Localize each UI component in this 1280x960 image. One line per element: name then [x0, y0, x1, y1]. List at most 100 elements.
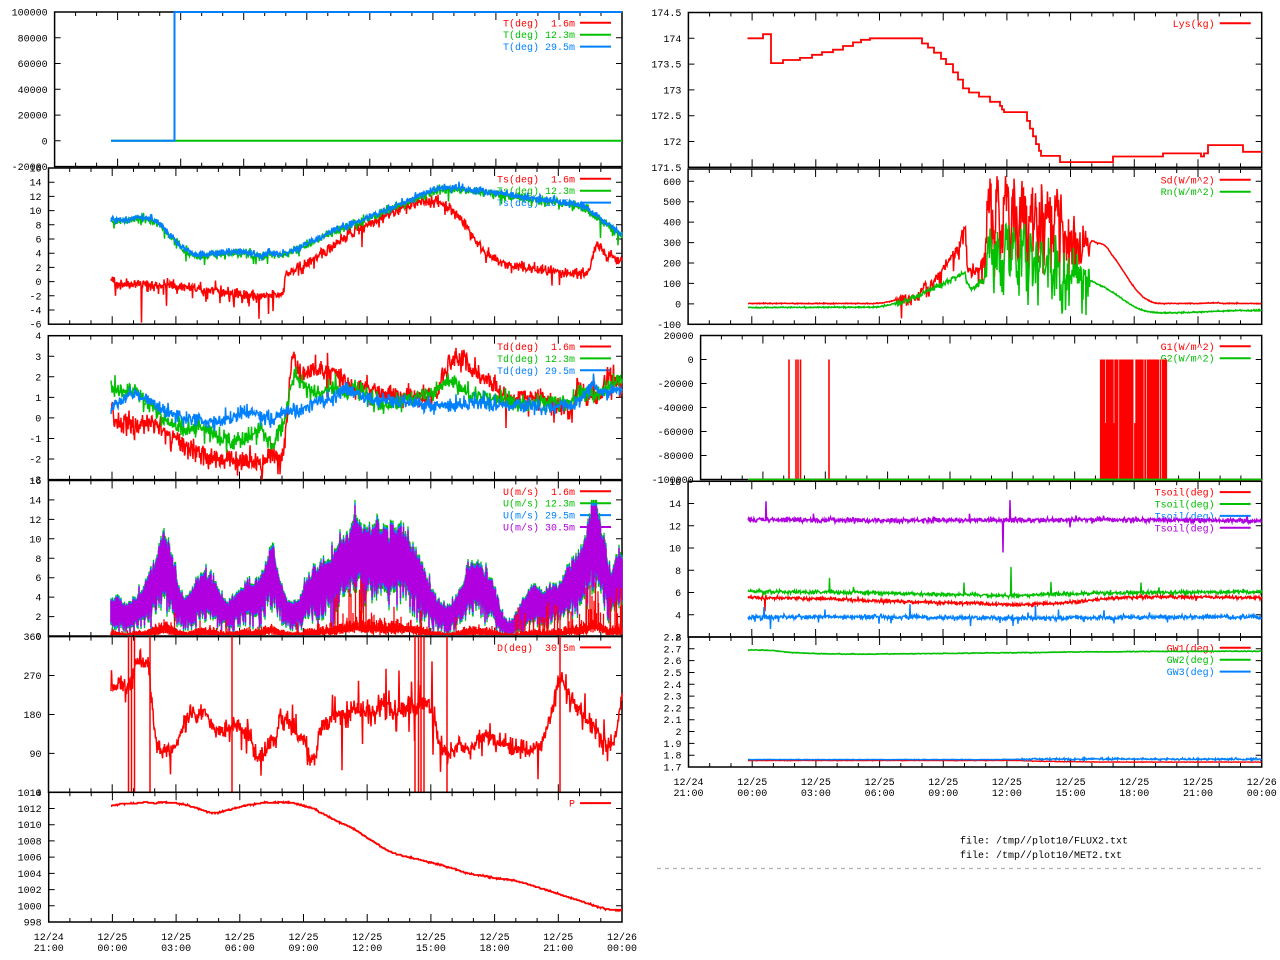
svg-text:GW3(deg): GW3(deg)	[1167, 667, 1215, 679]
svg-text:0: 0	[675, 300, 681, 311]
svg-text:14: 14	[29, 496, 41, 507]
svg-text:G2(W/m^2): G2(W/m^2)	[1161, 354, 1215, 366]
svg-text:4: 4	[35, 332, 41, 343]
svg-text:2.6: 2.6	[663, 657, 681, 668]
svg-text:2.5: 2.5	[663, 669, 681, 680]
svg-text:12/25: 12/25	[352, 932, 382, 944]
svg-text:G1(W/m^2): G1(W/m^2)	[1161, 342, 1215, 354]
svg-text:03:00: 03:00	[161, 944, 191, 955]
svg-text:173.5: 173.5	[651, 61, 681, 72]
svg-text:8: 8	[35, 221, 41, 232]
svg-text:-1: -1	[29, 435, 41, 446]
svg-text:10: 10	[29, 535, 41, 546]
svg-text:40000: 40000	[18, 86, 48, 97]
svg-text:2: 2	[35, 373, 41, 384]
svg-text:180: 180	[23, 711, 41, 722]
svg-text:270: 270	[23, 672, 41, 683]
svg-text:12/25: 12/25	[801, 777, 831, 789]
svg-text:00:00: 00:00	[97, 944, 127, 955]
svg-text:1008: 1008	[18, 837, 42, 848]
svg-text:0: 0	[35, 633, 41, 644]
svg-text:3: 3	[35, 353, 41, 364]
svg-text:U(m/s) 12.3m: U(m/s) 12.3m	[503, 499, 575, 511]
svg-text:-3: -3	[29, 476, 41, 487]
svg-text:09:00: 09:00	[928, 789, 958, 800]
svg-text:173: 173	[663, 86, 681, 97]
svg-text:-2: -2	[29, 292, 41, 303]
svg-text:12:00: 12:00	[352, 944, 382, 955]
svg-text:-20000: -20000	[12, 163, 48, 174]
svg-text:Rn(W/m^2): Rn(W/m^2)	[1161, 187, 1215, 199]
svg-text:21:00: 21:00	[543, 944, 573, 955]
svg-text:09:00: 09:00	[288, 944, 318, 955]
svg-text:2.3: 2.3	[663, 693, 681, 704]
svg-text:18:00: 18:00	[1119, 789, 1149, 800]
svg-text:16: 16	[669, 478, 681, 489]
svg-text:600: 600	[663, 178, 681, 189]
svg-text:8: 8	[35, 555, 41, 566]
svg-text:10: 10	[29, 207, 41, 218]
svg-text:2.2: 2.2	[663, 704, 681, 715]
svg-text:2: 2	[35, 264, 41, 275]
svg-text:20000: 20000	[18, 112, 48, 123]
svg-text:18:00: 18:00	[480, 944, 510, 955]
svg-text:200: 200	[663, 260, 681, 271]
svg-text:174.5: 174.5	[651, 9, 681, 20]
svg-text:15:00: 15:00	[1056, 789, 1086, 800]
svg-text:12/26: 12/26	[1247, 777, 1277, 789]
svg-text:-40000: -40000	[658, 404, 694, 415]
svg-text:0: 0	[688, 356, 694, 367]
svg-text:1.8: 1.8	[663, 752, 681, 763]
svg-text:T(deg) 1.6m: T(deg) 1.6m	[503, 18, 575, 30]
svg-text:Tsoil(deg): Tsoil(deg)	[1155, 488, 1215, 500]
svg-text:998: 998	[24, 919, 42, 930]
svg-text:2.8: 2.8	[663, 634, 681, 645]
svg-text:T(deg) 29.5m: T(deg) 29.5m	[503, 42, 575, 54]
svg-text:U(m/s) 1.6m: U(m/s) 1.6m	[503, 487, 575, 499]
svg-text:4: 4	[35, 594, 41, 605]
svg-text:8: 8	[675, 567, 681, 578]
svg-text:0: 0	[35, 278, 41, 289]
svg-text:file: /tmp//plot10/MET2.txt: file: /tmp//plot10/MET2.txt	[960, 850, 1122, 862]
svg-text:-100000: -100000	[652, 476, 694, 487]
svg-text:12/25: 12/25	[737, 777, 767, 789]
svg-text:0: 0	[35, 789, 41, 800]
svg-text:-6: -6	[29, 321, 41, 332]
svg-text:21:00: 21:00	[1183, 789, 1213, 800]
svg-text:15:00: 15:00	[416, 944, 446, 955]
svg-text:-100: -100	[657, 321, 681, 332]
svg-text:12/25: 12/25	[1056, 777, 1086, 789]
svg-text:2: 2	[35, 613, 41, 624]
svg-text:300: 300	[663, 239, 681, 250]
svg-text:1012: 1012	[18, 805, 42, 816]
svg-text:14: 14	[29, 179, 41, 190]
svg-text:12/25: 12/25	[1119, 777, 1149, 789]
svg-text:U(m/s) 30.5m: U(m/s) 30.5m	[503, 523, 575, 535]
svg-text:172: 172	[663, 138, 681, 149]
svg-text:2: 2	[675, 728, 681, 739]
svg-text:-80000: -80000	[658, 452, 694, 463]
svg-text:12/24: 12/24	[673, 777, 703, 789]
svg-text:Ts(deg) 1.6m: Ts(deg) 1.6m	[497, 174, 575, 186]
svg-text:12: 12	[669, 522, 681, 533]
svg-text:20000: 20000	[664, 332, 694, 343]
svg-text:-4: -4	[29, 307, 41, 318]
svg-text:360: 360	[23, 633, 41, 644]
svg-text:12/25: 12/25	[1183, 777, 1213, 789]
svg-text:Tsoil(deg): Tsoil(deg)	[1155, 500, 1215, 512]
svg-text:06:00: 06:00	[865, 789, 895, 800]
svg-text:12: 12	[29, 193, 41, 204]
svg-text:1004: 1004	[18, 870, 42, 881]
svg-text:16: 16	[29, 165, 41, 176]
svg-text:D(deg) 30.5m: D(deg) 30.5m	[497, 643, 575, 655]
svg-text:U(m/s) 29.5m: U(m/s) 29.5m	[503, 511, 575, 523]
svg-text:Tsoil(deg): Tsoil(deg)	[1155, 523, 1215, 535]
svg-text:1014: 1014	[18, 789, 42, 800]
svg-text:4: 4	[675, 611, 681, 622]
svg-text:1010: 1010	[18, 821, 42, 832]
svg-text:12/25: 12/25	[416, 932, 446, 944]
svg-text:100: 100	[663, 280, 681, 291]
svg-text:00:00: 00:00	[737, 789, 767, 800]
svg-text:500: 500	[663, 198, 681, 209]
svg-text:12/25: 12/25	[992, 777, 1022, 789]
